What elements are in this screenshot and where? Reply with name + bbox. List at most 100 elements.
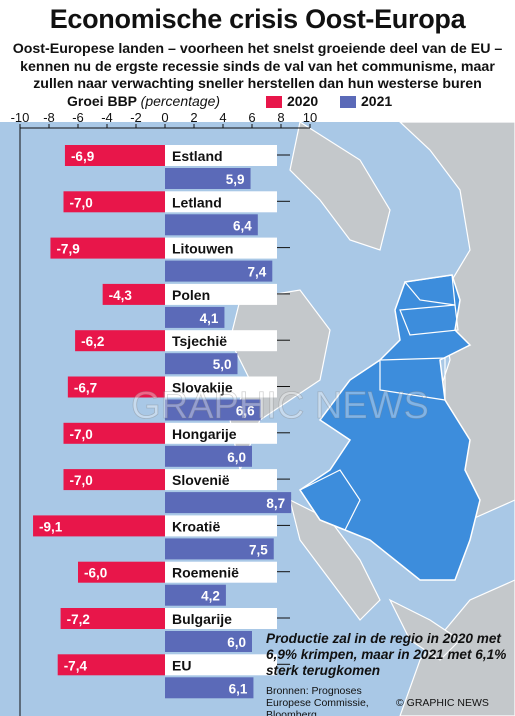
category-label-box [165,561,277,583]
category-label-box [165,145,277,166]
bar-value-label-2020: -7,0 [70,473,93,488]
x-tick-label: 10 [303,110,317,125]
x-tick-label: -10 [11,110,30,125]
bar-group-roemenie: -6,0 Roemenië 4,2 [78,561,290,606]
x-tick-label: 4 [219,110,226,125]
category-label: Slovenië [172,472,230,488]
bar-2021 [165,168,251,189]
bar-2020 [102,283,165,305]
bar-value-label-2021: 7,4 [248,265,267,280]
x-tick-label: 6 [248,110,255,125]
bar-value-label-2020: -4,3 [109,288,133,303]
bar-value-label-2021: 6,0 [227,635,246,650]
bar-group-polen: -4,3 Polen 4,1 [102,283,290,328]
bar-value-label-2021: 6,0 [227,450,246,465]
category-label: Estland [172,148,223,164]
bar-value-label-2021: 7,5 [249,542,268,557]
legend-unit: (percentage) [140,93,221,109]
bar-value-label-2020: -7,0 [70,427,93,442]
bar-2020 [75,330,165,352]
category-label-box [165,469,277,491]
bar-group-letland: -7,0 Letland 6,4 [63,191,290,236]
legend-label-2021: 2021 [361,93,393,109]
category-label-box [165,191,277,213]
category-label-box [165,422,277,444]
x-tick-label: 8 [277,110,284,125]
bar-value-label-2020: -7,4 [64,658,88,673]
x-tick-label: -4 [101,110,113,125]
category-label: EU [172,657,191,673]
category-label: Slovakije [172,380,233,396]
category-label: Hongarije [172,426,237,442]
bar-value-label-2021: 4,2 [201,589,220,604]
bar-value-label-2021: 5,0 [213,357,232,372]
credit-text: © GRAPHIC NEWS [396,697,489,709]
watermark-text: GRAPHIC NEWS [131,385,429,427]
bar-group-slovenie: -7,0 Slovenië 8,7 [63,469,292,514]
x-tick-label: 0 [161,110,168,125]
category-label-box [165,608,277,629]
bar-value-label-2021: 6,6 [236,404,255,419]
bar-value-label-2020: -9,1 [39,519,63,534]
bar-2020 [67,376,165,398]
bar-group-eu: -7,4 EU 6,1 [57,654,290,699]
legend-measure: Groei BBP [67,93,137,109]
bar-2021 [165,492,292,514]
bar-group-kroatie: -9,1 Kroatië 7,5 [33,515,290,560]
highlighted-region [298,274,481,581]
x-tick-label: -2 [130,110,142,125]
x-axis: -10 -8 -6 -4 -2 0 2 4 6 8 10 [11,110,317,716]
chart-note: Productie zal in de regio in 2020 met 6,… [266,631,507,678]
x-tick-label: 2 [190,110,197,125]
bar-2021 [165,306,225,328]
bar-value-label-2020: -7,0 [70,195,93,210]
category-label-box [165,515,277,537]
bar-2021 [165,445,252,467]
source-text: Bronnen: Prognoses Europese Commissie, B… [266,685,369,716]
bar-value-label-2021: 6,4 [233,218,252,233]
bar-2021 [165,353,238,375]
bar-value-label-2020: -6,0 [84,566,107,581]
bar-2021 [165,214,258,236]
bar-2020 [64,145,165,166]
category-label: Litouwen [172,241,233,257]
category-label: Roemenië [172,565,239,581]
category-label: Letland [172,194,222,210]
country-border [299,469,361,531]
bar-2020 [63,191,165,213]
category-label: Polen [172,287,210,303]
page-subtitle: Oost-Europese landen – voorheen het snel… [12,41,503,92]
land-shape [289,121,391,251]
bar-group-tsjechie: -6,2 Tsjechië 5,0 [75,330,290,375]
bar-2020 [78,561,165,583]
bar-value-label-2021: 4,1 [200,311,219,326]
bar-value-label-2021: 5,9 [226,172,245,187]
legend-label-2020: 2020 [287,93,319,109]
bar-value-label-2020: -6,9 [71,149,94,164]
legend-swatch-2021 [340,96,356,108]
category-label: Kroatië [172,518,220,534]
bar-value-label-2020: -7,9 [56,242,79,257]
bar-2021 [165,260,273,282]
bar-2021 [165,677,254,699]
country-border [399,304,459,336]
x-tick-label: -6 [72,110,84,125]
bar-2020 [50,237,166,259]
bar-group-hongarije: -7,0 Hongarije 6,0 [63,422,290,467]
bar-value-label-2020: -7,2 [67,612,90,627]
bar-group-bulgarije: -7,2 Bulgarije 6,0 [60,608,290,652]
category-label-box [165,330,277,352]
bar-2020 [57,654,166,676]
bar-value-label-2021: 8,7 [266,496,285,511]
category-label-box [165,283,277,305]
legend-title: Groei BBP (percentage) [67,93,220,109]
bar-value-label-2020: -6,2 [81,334,104,349]
land-shape [388,598,461,661]
watermark: GRAPHIC NEWS [131,385,430,428]
category-label: Tsjechië [172,333,227,349]
